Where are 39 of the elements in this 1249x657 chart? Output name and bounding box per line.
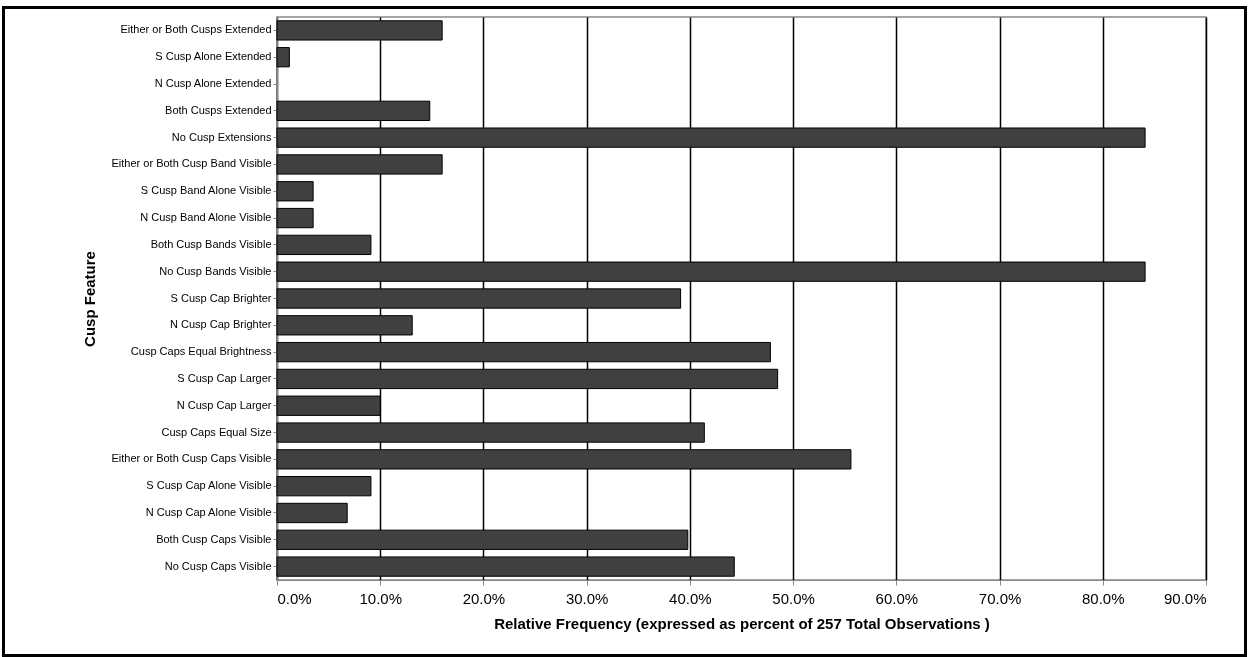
bar bbox=[276, 502, 348, 524]
y-tick-label: No Cusp Extensions bbox=[171, 130, 272, 143]
x-tick-label: 50.0% bbox=[772, 589, 815, 607]
y-tick-label: N Cusp Cap Alone Visible bbox=[145, 505, 272, 518]
x-tick-label: 0.0% bbox=[277, 589, 312, 607]
x-tick-label: 60.0% bbox=[875, 589, 919, 607]
x-axis-title: Relative Frequency (expressed as percent of 257 Total Observations ) bbox=[494, 614, 990, 632]
x-tick-label: 40.0% bbox=[669, 589, 712, 607]
y-tick-label: Both Cusp Bands Visible bbox=[150, 237, 272, 250]
x-tick-label: 80.0% bbox=[1082, 589, 1125, 607]
y-tick-label: S Cusp Band Alone Visible bbox=[140, 184, 272, 197]
y-tick-label: Either or Both Cusp Band Visible bbox=[111, 157, 272, 170]
y-tick-label: N Cusp Alone Extended bbox=[154, 77, 272, 90]
y-tick-label: N Cusp Cap Larger bbox=[176, 398, 272, 411]
x-tick-label: 10.0% bbox=[359, 589, 402, 607]
x-tick-label: 30.0% bbox=[565, 589, 609, 607]
y-tick-label: Either or Both Cusps Extended bbox=[120, 23, 272, 36]
y-tick-label: S Cusp Cap Alone Visible bbox=[146, 479, 272, 492]
y-tick-label: Cusp Caps Equal Brightness bbox=[130, 345, 272, 358]
y-tick-label: Cusp Caps Equal Size bbox=[161, 425, 272, 438]
bar bbox=[276, 207, 314, 229]
bar bbox=[276, 476, 372, 497]
y-tick-label: No Cusp Caps Visible bbox=[164, 559, 272, 572]
y-tick-label: S Cusp Cap Larger bbox=[177, 371, 272, 384]
x-tick-label: 20.0% bbox=[462, 589, 506, 607]
y-tick-label: N Cusp Band Alone Visible bbox=[140, 211, 272, 224]
y-tick-label: N Cusp Cap Brighter bbox=[170, 318, 272, 331]
y-tick-label: Either or Both Cusp Caps Visible bbox=[111, 452, 272, 465]
y-tick-label: Both Cusp Caps Visible bbox=[156, 532, 272, 545]
bar bbox=[276, 234, 372, 256]
x-tick-label: 90.0% bbox=[1163, 589, 1207, 607]
y-tick-label: S Cusp Cap Brighter bbox=[170, 291, 272, 304]
y-tick-label: Both Cusps Extended bbox=[165, 103, 272, 116]
y-axis-title: Cusp Feature bbox=[80, 251, 98, 347]
x-tick-label: 70.0% bbox=[978, 589, 1022, 607]
y-tick-label: No Cusp Bands Visible bbox=[159, 264, 272, 277]
bar bbox=[276, 47, 290, 68]
bar bbox=[276, 181, 314, 202]
y-tick-label: S Cusp Alone Extended bbox=[155, 50, 272, 63]
